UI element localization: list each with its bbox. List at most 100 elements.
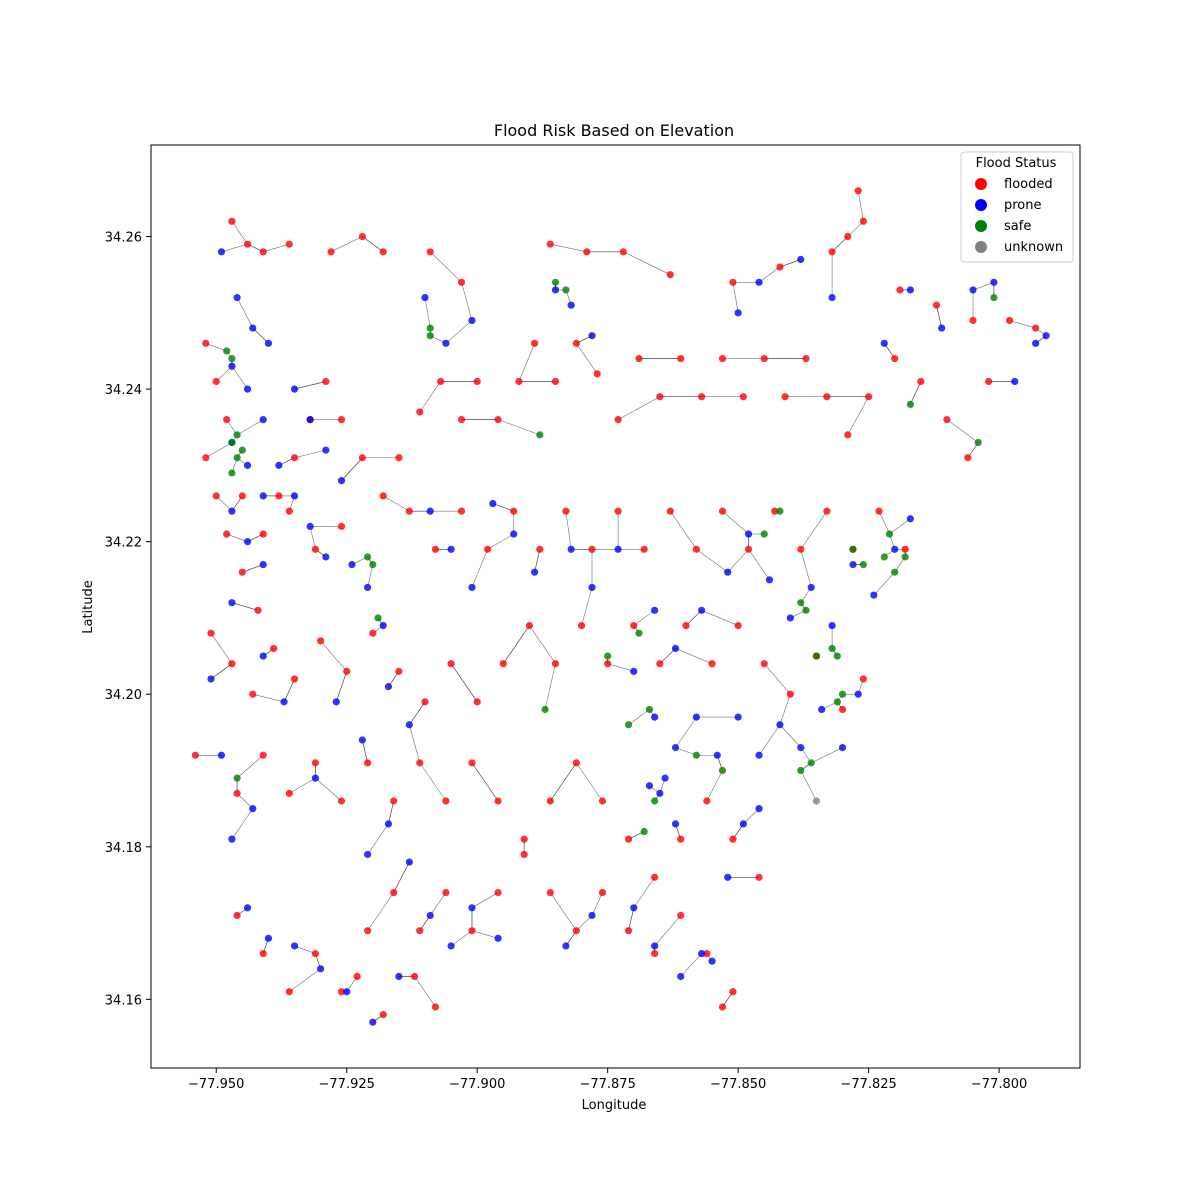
point-flooded: [682, 621, 690, 630]
point-prone: [614, 545, 622, 553]
point-flooded: [776, 263, 784, 271]
road-segment: [424, 297, 431, 329]
point-flooded: [551, 660, 560, 668]
y-tick-label: 34.26: [105, 231, 142, 246]
road-segment: [236, 755, 264, 779]
road-segment: [216, 495, 233, 512]
point-prone: [671, 644, 680, 653]
point-prone: [969, 286, 977, 294]
road-segment: [591, 892, 603, 916]
road-segment: [414, 976, 436, 1008]
point-prone: [677, 972, 685, 981]
point-safe: [640, 827, 648, 836]
point-flooded: [755, 873, 763, 881]
road-segment: [670, 510, 697, 550]
point-flooded: [515, 377, 523, 386]
point-flooded: [468, 927, 476, 935]
point-safe: [812, 652, 821, 660]
point-flooded: [588, 545, 596, 553]
legend-marker-flooded: [975, 178, 987, 190]
point-flooded: [901, 545, 909, 553]
road-segment: [706, 770, 723, 802]
point-flooded: [677, 835, 685, 843]
road-segment: [367, 564, 374, 588]
x-axis-ticks: −77.950 −77.925 −77.900 −77.875 −77.850 −77.8…: [188, 1068, 1027, 1092]
point-prone: [906, 286, 914, 294]
point-safe: [891, 568, 899, 576]
point-flooded: [572, 759, 580, 767]
point-safe: [604, 652, 612, 660]
road-segment: [873, 571, 895, 596]
point-safe: [238, 446, 246, 454]
road-segment: [461, 282, 473, 321]
point-flooded: [598, 888, 607, 897]
road-segment: [367, 892, 394, 931]
point-flooded: [677, 911, 685, 920]
point-prone: [755, 278, 763, 286]
point-flooded: [494, 416, 502, 424]
road-segment: [409, 724, 421, 763]
road-segment: [252, 693, 285, 703]
point-prone: [426, 911, 434, 920]
point-prone: [724, 873, 732, 881]
x-tick-label: −77.900: [449, 1077, 505, 1092]
point-prone: [369, 1018, 377, 1026]
road-segment: [226, 533, 248, 542]
x-tick-label: −77.800: [971, 1077, 1027, 1092]
point-prone: [651, 942, 659, 950]
point-safe: [833, 698, 841, 706]
point-flooded: [734, 621, 742, 630]
point-flooded: [703, 949, 711, 958]
road-segment: [236, 793, 253, 809]
y-axis-label: Latitude: [81, 580, 96, 634]
point-flooded: [598, 797, 607, 805]
road-segment: [946, 419, 979, 443]
point-flooded: [786, 690, 794, 698]
point-prone: [734, 309, 742, 317]
road-segment: [289, 777, 316, 794]
road-segment: [242, 564, 264, 573]
road-segment: [764, 663, 791, 695]
point-prone: [384, 820, 393, 828]
road-segment: [471, 892, 499, 909]
road-segment: [936, 305, 942, 329]
point-flooded: [202, 454, 210, 462]
point-prone: [531, 568, 539, 576]
point-flooded: [692, 545, 700, 553]
road-segment: [550, 243, 587, 253]
point-safe: [562, 286, 570, 294]
point-flooded: [390, 888, 398, 897]
point-prone: [651, 606, 659, 614]
road-segment: [607, 663, 634, 672]
point-flooded: [891, 354, 899, 363]
road-segment: [743, 808, 760, 825]
point-safe: [802, 606, 810, 614]
point-safe: [363, 553, 372, 561]
point-prone: [698, 606, 706, 614]
road-segment: [263, 243, 290, 253]
point-flooded: [473, 377, 481, 386]
road-segment: [727, 549, 749, 573]
point-flooded: [499, 660, 507, 668]
point-flooded: [859, 675, 868, 683]
legend: Flood Status flooded prone safe unknown: [960, 151, 1074, 263]
point-flooded: [1032, 324, 1040, 332]
point-prone: [776, 721, 784, 729]
road-segment: [503, 625, 530, 664]
point-flooded: [317, 637, 325, 645]
road-segment: [732, 282, 739, 313]
point-flooded: [358, 232, 366, 241]
point-prone: [692, 713, 700, 721]
point-flooded: [275, 492, 283, 500]
road-segment: [216, 366, 233, 382]
point-flooded: [379, 248, 387, 256]
point-flooded: [577, 621, 586, 630]
road-segment: [628, 709, 650, 725]
point-prone: [228, 507, 236, 515]
point-flooded: [531, 339, 539, 347]
legend-label-unknown: unknown: [1004, 240, 1063, 255]
point-safe: [233, 431, 241, 439]
point-flooded: [202, 339, 210, 347]
point-prone: [671, 820, 680, 828]
point-prone: [656, 789, 664, 797]
